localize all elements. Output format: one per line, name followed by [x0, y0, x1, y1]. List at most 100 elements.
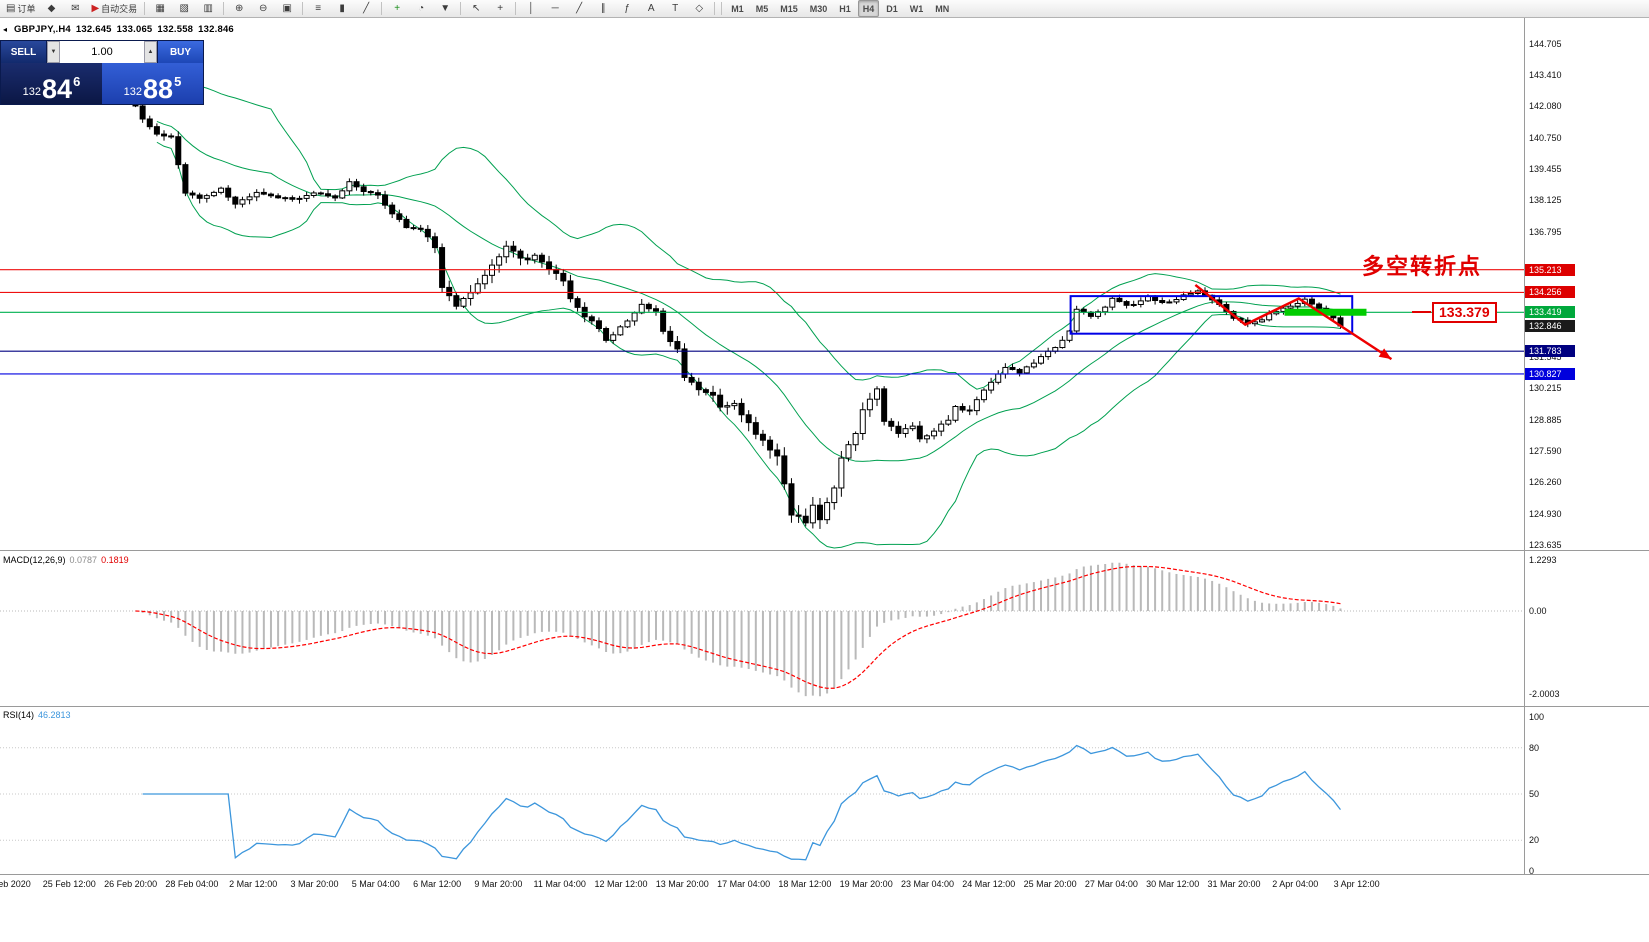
price-tick: 144.705: [1529, 39, 1562, 50]
buy-price-figure: 132: [123, 86, 143, 98]
toolbar-separator: [515, 2, 517, 15]
auto-scroll-icon[interactable]: ▣: [276, 0, 298, 17]
one-click-trading-panel: SELL ▼ 1.00 ▲ BUY 132 84 6 132 88 5: [0, 40, 204, 105]
cursor-icon-glyph: ↖: [471, 2, 481, 14]
toolbar-separator: [460, 2, 462, 15]
horizontal-line-icon[interactable]: ─: [544, 0, 566, 17]
new-order-button[interactable]: ▤ 订单: [3, 0, 38, 17]
price-tick: 128.885: [1529, 415, 1562, 426]
time-tick: 5 Mar 04:00: [351, 879, 400, 889]
rsi-axis-tick: 20: [1529, 835, 1540, 846]
timeframe-m1[interactable]: M1: [731, 3, 744, 14]
toolbar-separator: [381, 2, 383, 15]
rsi-line: [142, 744, 1341, 861]
price-tick: 123.635: [1529, 539, 1562, 550]
time-tick: 25 Feb 12:00: [42, 879, 96, 889]
rsi-name: RSI(14): [3, 710, 35, 720]
time-tick: 3 Apr 12:00: [1333, 879, 1380, 889]
sell-price-display[interactable]: 132 84 6: [1, 63, 102, 104]
price-tick: 124.930: [1529, 509, 1562, 520]
macd-signal-value: 0.1819: [101, 555, 129, 565]
crosshair-icon[interactable]: +: [489, 0, 511, 17]
volume-up-button[interactable]: ▲: [144, 41, 157, 63]
timeframe-m5[interactable]: M5: [755, 3, 769, 14]
macd-signal-line: [135, 565, 1341, 689]
arrange-windows-icon[interactable]: ▥: [197, 0, 219, 17]
autotrading-button-text: 自动交易: [101, 4, 138, 14]
periods-icon[interactable]: ◔: [410, 0, 432, 17]
fibonacci-icon-glyph: ƒ: [624, 2, 630, 14]
buy-price-pips: 88: [143, 74, 174, 105]
toolbar-separator: [302, 2, 304, 15]
chart-high: 133.065: [116, 24, 153, 35]
trendline-icon[interactable]: ╱: [568, 0, 590, 17]
tile-windows-icon[interactable]: ▦: [149, 0, 171, 17]
timeframe-w1[interactable]: W1: [909, 3, 924, 14]
chart-corner-marker: ◂: [3, 25, 8, 34]
bar-chart-icon-glyph: ≡: [315, 2, 322, 14]
candlestick-chart-icon[interactable]: ▮: [331, 0, 353, 17]
label-icon[interactable]: T: [664, 0, 686, 17]
label-icon-glyph: T: [672, 2, 679, 14]
line-chart-icon[interactable]: ╱: [355, 0, 377, 17]
price-tick: 139.455: [1529, 163, 1562, 174]
rsi-axis-tick: 80: [1529, 742, 1540, 753]
buy-price-display[interactable]: 132 88 5: [102, 63, 203, 104]
time-tick: 12 Mar 12:00: [594, 879, 648, 889]
shapes-icon[interactable]: ◇: [688, 0, 710, 17]
indicators-icon[interactable]: +: [386, 0, 408, 17]
price-line-badge: 130.827: [1525, 367, 1575, 380]
zoom-out-icon-glyph: ⊖: [258, 2, 268, 14]
sell-button[interactable]: SELL: [1, 41, 47, 63]
channel-icon[interactable]: ∥: [592, 0, 614, 17]
price-level-label[interactable]: 133.379: [1432, 302, 1497, 323]
volume-input[interactable]: 1.00: [60, 41, 144, 63]
macd-name: MACD(12,26,9): [3, 555, 66, 565]
time-tick: 26 Feb 20:00: [104, 879, 158, 889]
sell-price-point: 6: [73, 74, 81, 89]
timeframe-h1[interactable]: H1: [839, 3, 851, 14]
text-icon[interactable]: A: [640, 0, 662, 17]
volume-down-button[interactable]: ▼: [47, 41, 60, 63]
time-tick: 31 Mar 20:00: [1207, 879, 1261, 889]
price-line-badge: 134.256: [1525, 286, 1575, 299]
price-tick: 136.795: [1529, 227, 1562, 238]
main-toolbar: ▤ 订单 ◆ ✉ ▶ 自动交易 ▦ ▧ ▥ ⊕ ⊖ ▣ ≡ ▮ ╱ + ◔ ▼ ↖ + │ ─ ╱ ∥ ƒ A T ◇ M1 M5 M15 M…: [0, 0, 1649, 18]
templates-icon[interactable]: ▼: [434, 0, 456, 17]
autotrading-button[interactable]: ▶ 自动交易: [88, 0, 140, 17]
time-tick: 24 Mar 12:00: [962, 879, 1016, 889]
mailbox-icon-glyph: ✉: [71, 2, 80, 14]
cursor-icon[interactable]: ↖: [465, 0, 487, 17]
time-tick: 23 Mar 04:00: [900, 879, 955, 889]
timeframe-mn[interactable]: MN: [935, 3, 950, 14]
timeframe-m30[interactable]: M30: [809, 3, 828, 14]
macd-pane-label: MACD(12,26,9) 0.0787 0.1819: [3, 555, 129, 565]
timeframe-d1[interactable]: D1: [886, 3, 898, 14]
timeframe-h4[interactable]: H4: [857, 0, 880, 17]
vertical-line-icon[interactable]: │: [520, 0, 542, 17]
toolbar-separator: [714, 2, 716, 15]
time-tick: 13 Mar 20:00: [655, 879, 709, 889]
time-tick: 18 Mar 12:00: [778, 879, 832, 889]
buy-button[interactable]: BUY: [157, 41, 203, 63]
time-tick: 28 Feb 04:00: [165, 879, 219, 889]
bollinger-bands: [156, 85, 1341, 549]
zoom-out-icon[interactable]: ⊖: [252, 0, 274, 17]
fibonacci-icon[interactable]: ƒ: [616, 0, 638, 17]
buy-price-point: 5: [174, 74, 182, 89]
timeframe-m15[interactable]: M15: [780, 3, 798, 14]
zoom-in-icon-glyph: ⊕: [234, 2, 244, 14]
macd-histogram: [141, 562, 1342, 697]
cascade-windows-icon[interactable]: ▧: [173, 0, 195, 17]
arrange-windows-icon-glyph: ▥: [203, 2, 213, 14]
trend-arrow[interactable]: [1194, 283, 1393, 361]
zoom-in-icon[interactable]: ⊕: [228, 0, 250, 17]
vertical-line-icon-glyph: │: [528, 2, 535, 14]
alerts-icon[interactable]: ◆: [40, 0, 62, 17]
price-line-badge: 135.213: [1525, 263, 1575, 276]
templates-icon-glyph: ▼: [440, 2, 451, 14]
bar-chart-icon[interactable]: ≡: [307, 0, 329, 17]
mailbox-icon[interactable]: ✉: [64, 0, 86, 17]
